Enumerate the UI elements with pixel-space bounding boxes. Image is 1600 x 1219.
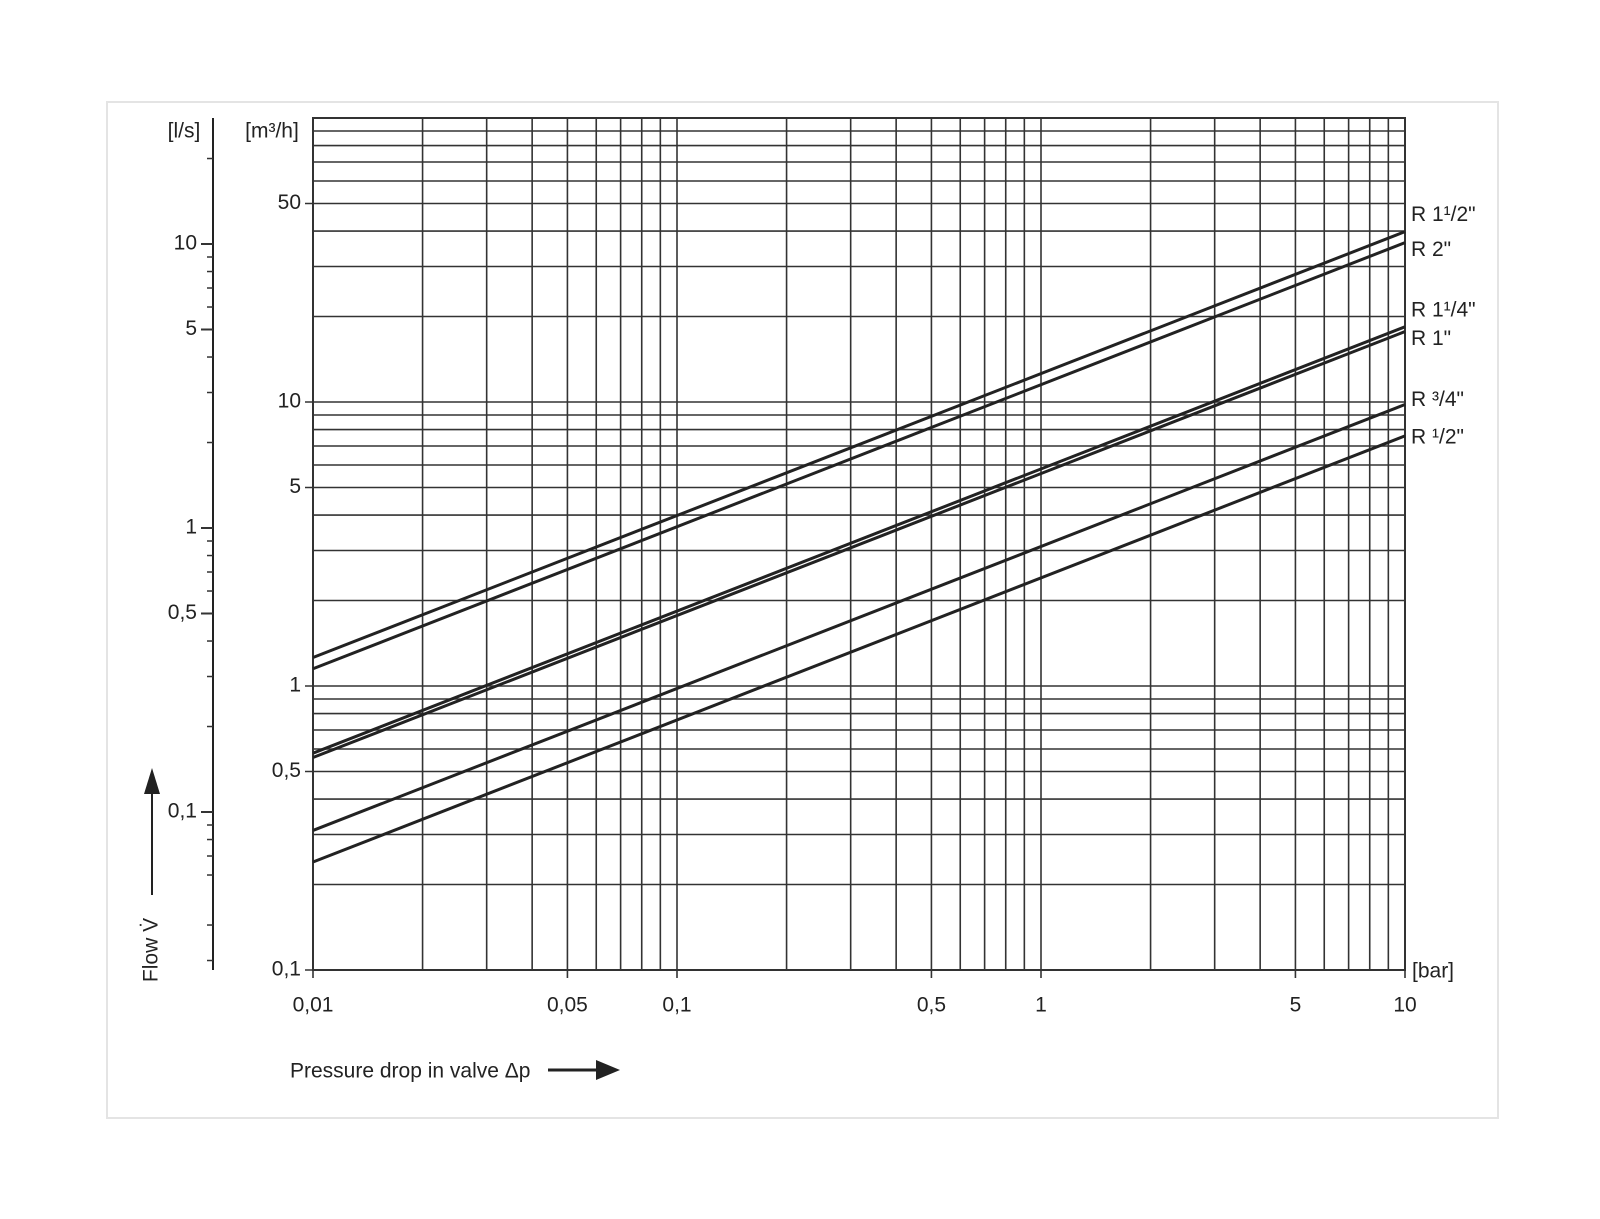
- series-label: R 1": [1411, 327, 1451, 350]
- series-line: [312, 403, 1406, 832]
- x-arrow: [548, 1060, 620, 1080]
- x-tick-label: 0,05: [547, 994, 588, 1017]
- frame: [106, 101, 1499, 1119]
- y-axis-label: Flow V̇: [140, 918, 163, 982]
- series-line: [312, 434, 1406, 864]
- y-tick-label: 50: [278, 191, 301, 214]
- x-tick-label: 0,01: [293, 994, 334, 1017]
- y2-tick-label: 10: [174, 232, 197, 255]
- series-line: [312, 241, 1406, 671]
- x-tick-label: 5: [1290, 994, 1302, 1017]
- y-tick-label: 0,1: [272, 958, 301, 981]
- series-label: R 2": [1411, 238, 1451, 261]
- x-tick-label: 1: [1035, 994, 1047, 1017]
- x-unit: [bar]: [1412, 960, 1454, 983]
- series-line: [312, 230, 1406, 659]
- y2-tick-label: 1: [185, 516, 197, 539]
- y-tick-label: 5: [289, 475, 301, 498]
- x-axis-label: Pressure drop in valve Δp: [290, 1060, 530, 1083]
- y-tick-label: 1: [289, 674, 301, 697]
- y2-tick-label: 5: [185, 317, 197, 340]
- y2-tick-label: 0,1: [168, 800, 197, 823]
- y2-unit: [l/s]: [168, 120, 201, 143]
- y-tick-label: 0,5: [272, 759, 301, 782]
- series-label: R ¹/2": [1411, 425, 1464, 448]
- series-line: [312, 325, 1406, 755]
- x-tick-label: 0,1: [662, 994, 691, 1017]
- y-tick-label: 10: [278, 390, 301, 413]
- y-arrow: [144, 768, 160, 895]
- y2-tick-label: 0,5: [168, 601, 197, 624]
- series-label: R 1¹/2": [1411, 203, 1476, 226]
- series-label: R ³/4": [1411, 388, 1464, 411]
- y-unit: [m³/h]: [245, 120, 299, 143]
- x-tick-label: 0,5: [917, 994, 946, 1017]
- series-line: [312, 330, 1406, 759]
- series-label: R 1¹/4": [1411, 298, 1476, 321]
- x-tick-label: 10: [1393, 994, 1416, 1017]
